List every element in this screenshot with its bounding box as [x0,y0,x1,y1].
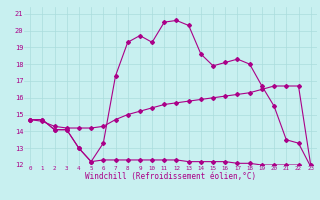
X-axis label: Windchill (Refroidissement éolien,°C): Windchill (Refroidissement éolien,°C) [85,172,256,181]
